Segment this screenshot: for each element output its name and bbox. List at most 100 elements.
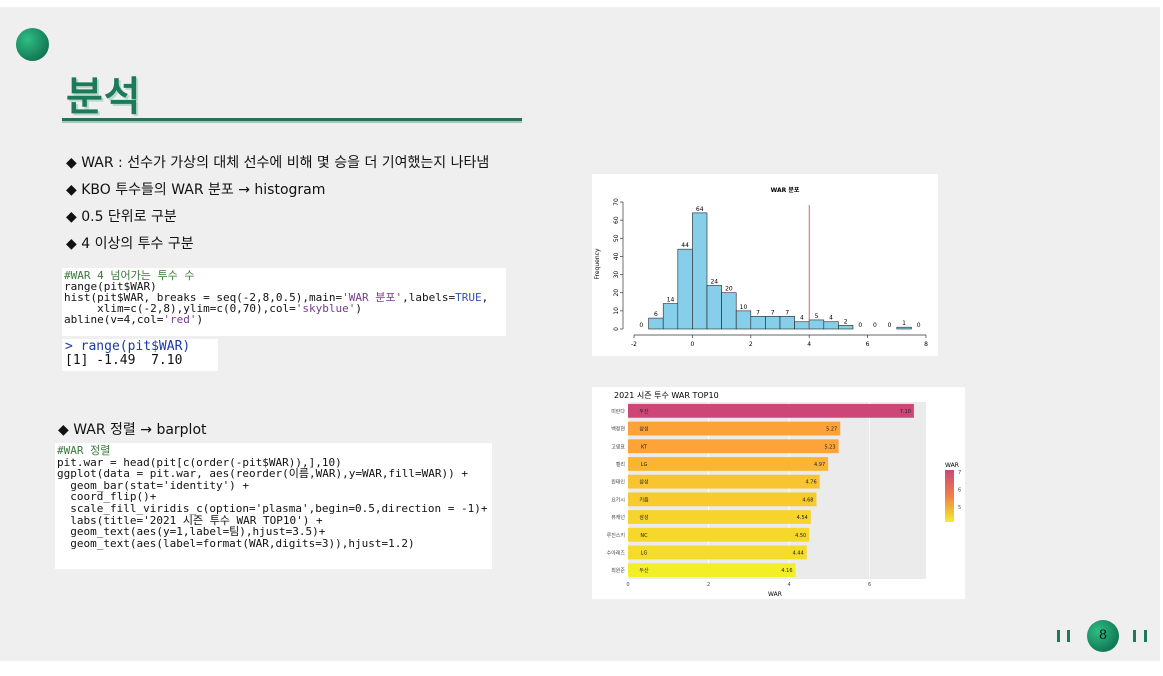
hist-y-tick-label: 10 <box>613 307 620 315</box>
barplot-category-label: 최원준 <box>611 567 625 574</box>
pager-tick <box>1067 630 1070 642</box>
hist-bar <box>838 325 854 330</box>
code-line: geom_bar(stat='identity') + <box>57 478 250 492</box>
barplot-team-label: LG <box>641 462 648 468</box>
code-line: geom_text(aes(y=1,label=팀),hjust=3.5)+ <box>57 525 326 539</box>
bullet-item: ◆ WAR : 선수가 가상의 대체 선수에 비해 몇 승을 더 기여했는지 나… <box>66 155 490 171</box>
code-keyword: TRUE <box>455 291 482 304</box>
barplot-category-label: 미란다 <box>611 408 625 415</box>
hist-bar <box>823 321 839 330</box>
barplot-value-label: 5.27 <box>826 427 837 433</box>
bullet-item: ◆ 0.5 단위로 구분 <box>66 209 177 225</box>
barplot-team-label: NC <box>640 533 648 539</box>
hist-bar-label: 0 <box>888 322 892 329</box>
barplot-bar <box>628 439 839 454</box>
hist-bar <box>808 319 825 330</box>
code-line: ) <box>196 313 204 326</box>
hist-title: WAR 분포 <box>771 186 800 194</box>
code-line: pit.war = head(pit[c(order(-pit$WAR)),],… <box>57 455 342 469</box>
barplot-bar <box>628 421 841 436</box>
barplot-category-label: 켈리 <box>616 461 625 468</box>
barplot-value-label: 4.97 <box>814 462 825 468</box>
console-output: > range(pit$WAR) [1] -1.49 7.10 <box>62 339 218 371</box>
hist-bar-label: 7 <box>785 309 789 316</box>
hist-bar-label: 14 <box>667 297 675 304</box>
hist-bar-label: 20 <box>725 286 733 293</box>
hist-x-tick-label: -2 <box>631 341 637 348</box>
barplot-team-label: 두산 <box>639 408 649 415</box>
barplot-category-label: 요키시 <box>611 496 625 503</box>
hist-bar <box>779 316 795 330</box>
code-string: 'WAR 분포' <box>342 291 403 304</box>
hist-bar-label: 64 <box>696 206 704 213</box>
legend-colorbar <box>945 470 954 522</box>
hist-bar <box>692 212 708 330</box>
bullet-list: ◆ WAR : 선수가 가상의 대체 선수에 비해 몇 승을 더 기여했는지 나… <box>66 154 489 262</box>
code-string: 'skyblue' <box>295 302 356 315</box>
pager-tick <box>1133 630 1136 642</box>
code-line: xlim=c(-2,8),ylim=c(0,70),col= <box>64 302 296 315</box>
code-line: , <box>481 291 489 304</box>
code-line: hist(pit$WAR, breaks = seq(-2,8,0.5),mai… <box>64 291 343 304</box>
hist-bar-label: 10 <box>740 304 748 311</box>
hist-bar-label: 2 <box>844 318 848 325</box>
barplot-team-label: 두산 <box>639 567 649 574</box>
hist-bar-label: 0 <box>873 322 877 329</box>
hist-ylabel: Frequency <box>594 248 601 279</box>
slide-title: 분석 <box>66 74 142 120</box>
hist-x-tick-label: 2 <box>749 341 753 348</box>
hist-y-tick-label: 0 <box>613 327 620 331</box>
hist-bar <box>706 285 722 330</box>
hist-y-tick-label: 50 <box>613 234 620 242</box>
barplot-bar <box>628 492 817 507</box>
code-line: range(pit$WAR) <box>64 280 157 293</box>
barplot-x-tick-label: 0 <box>626 582 629 588</box>
barplot-category-label: 수아레즈 <box>607 549 626 556</box>
barplot-x-tick-label: 2 <box>707 582 710 588</box>
hist-bar <box>677 248 693 330</box>
hist-y-tick-label: 40 <box>613 252 620 260</box>
barplot-team-label: 삼성 <box>639 479 648 486</box>
code-block-barplot: #WAR 정렬 pit.war = head(pit[c(order(-pit$… <box>55 443 492 569</box>
hist-bar <box>765 316 781 330</box>
code-line: ,labels= <box>402 291 456 304</box>
hist-y-tick-label: 70 <box>613 198 620 206</box>
legend-tick-label: 7 <box>958 470 961 476</box>
hist-bar <box>662 303 679 330</box>
bullet-item: ◆ KBO 투수들의 WAR 분포 → histogram <box>66 182 326 198</box>
barplot-category-label: 고영표 <box>611 443 625 450</box>
barplot-value-label: 4.16 <box>781 568 792 574</box>
barplot-team-label: LG <box>641 550 648 556</box>
code-line: geom_text(aes(label=format(WAR,digits=3)… <box>57 536 415 550</box>
barplot-value-label: 4.76 <box>806 480 817 486</box>
title-underline <box>62 118 522 121</box>
hist-x-tick-label: 4 <box>807 341 811 348</box>
page-indicator: 8 <box>1053 620 1153 652</box>
barplot-category-label: 원태인 <box>611 479 625 486</box>
barplot-value-label: 4.44 <box>793 550 804 556</box>
histogram-chart: WAR 분포 Frequency -2 0 2 4 6 8010203040506070 … <box>594 186 928 348</box>
hist-bar-label: 24 <box>710 278 718 285</box>
barplot-bar <box>628 457 829 471</box>
code-string: 'red' <box>163 313 197 326</box>
barplot-category-label: 루친스키 <box>607 532 625 539</box>
barplot-bar <box>628 545 807 560</box>
hist-bar-label: 1 <box>902 320 906 327</box>
barplot-value-label: 5.23 <box>824 444 835 450</box>
barplot-team-label: 키움 <box>639 496 649 503</box>
hist-bar-label: 6 <box>654 311 658 318</box>
hist-bar-label: 5 <box>815 313 819 320</box>
barplot-category-label: 백정현 <box>611 426 625 433</box>
hist-bar <box>896 326 912 330</box>
hist-bar-label: 4 <box>829 315 833 322</box>
hist-x-tick-label: 0 <box>690 341 694 348</box>
code-line: ggplot(data = pit.war, aes(reorder(이름,WA… <box>57 467 468 481</box>
barplot-bar <box>628 510 811 524</box>
hist-y-tick-label: 60 <box>613 216 620 224</box>
hist-bar-label: 0 <box>639 322 643 329</box>
barplot-x-tick-label: 6 <box>868 582 871 588</box>
barplot-team-label: 삼성 <box>639 426 648 433</box>
hist-x-tick-label: 8 <box>924 341 928 348</box>
